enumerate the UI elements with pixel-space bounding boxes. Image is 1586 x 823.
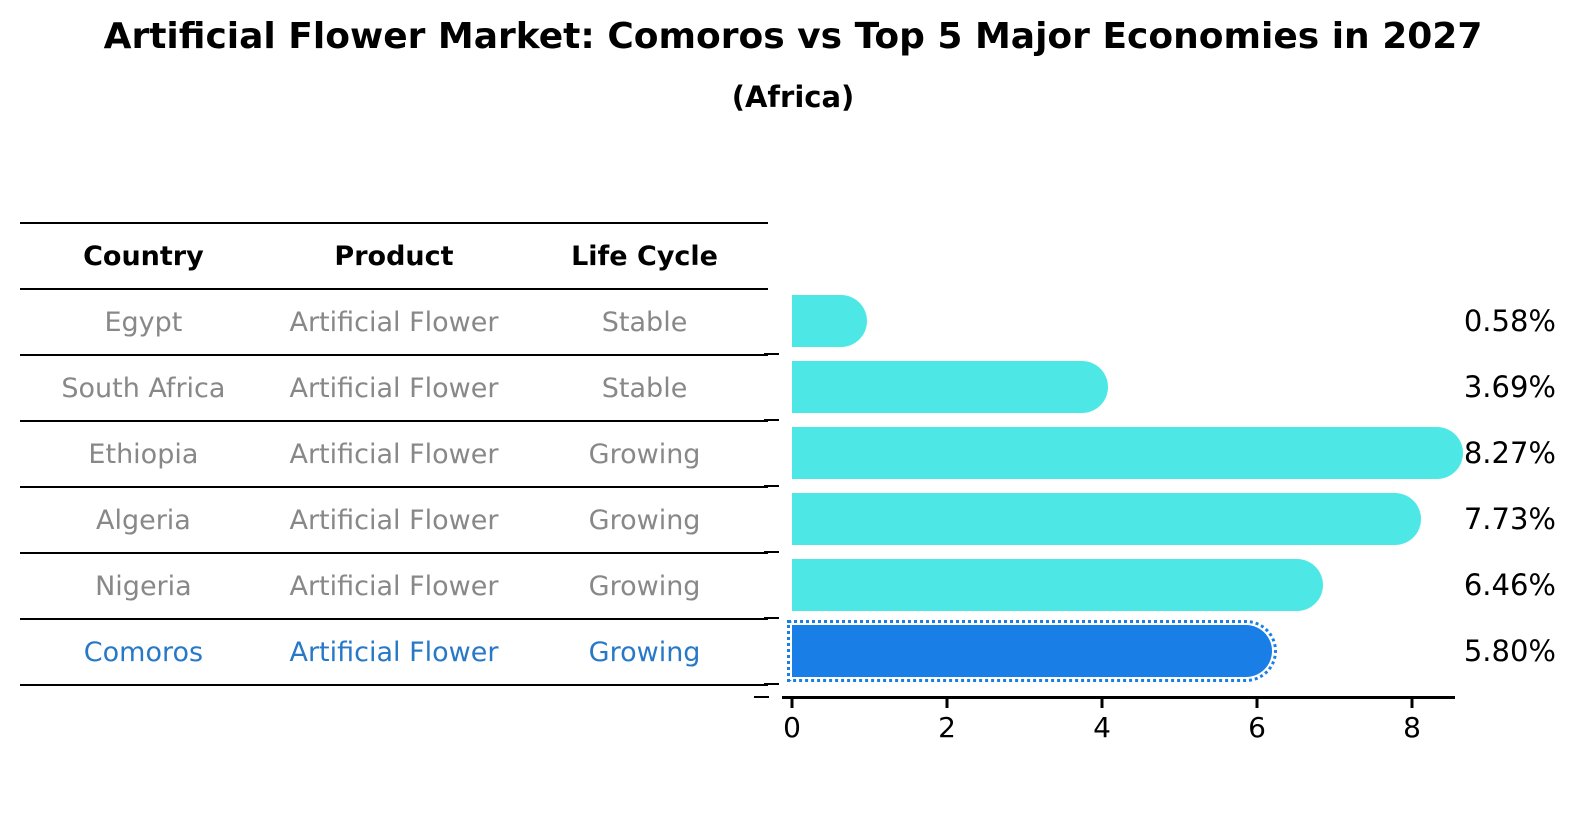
table-cell-life-cycle: Growing [588, 438, 701, 470]
table-cell-product: Artificial Flower [289, 570, 499, 602]
bar-value-label: 6.46% [1463, 568, 1556, 602]
bar-row: 8.27% [764, 420, 1586, 487]
table-row: Ethiopia Artificial Flower Growing [20, 422, 768, 488]
row-boundary-tick [764, 683, 779, 685]
table-body: Egypt Artificial Flower Stable South Afr… [20, 290, 768, 686]
x-tick-mark [790, 699, 794, 708]
bar [792, 493, 1422, 545]
row-boundary-tick [764, 617, 779, 619]
bar-row: 7.73% [764, 486, 1586, 553]
table-cell-country: Egypt [104, 306, 183, 338]
table-cell-product: Artificial Flower [289, 306, 499, 338]
bar-value-label: 8.27% [1463, 436, 1556, 470]
x-tick-label: 6 [1248, 711, 1266, 744]
x-tick-mark [1100, 699, 1104, 708]
chart-subtitle: (Africa) [731, 80, 855, 114]
x-tick-label: 0 [783, 711, 801, 744]
table-cell-product: Artificial Flower [289, 636, 499, 668]
bar-row: 0.58% [764, 288, 1586, 355]
x-tick-label: 8 [1403, 711, 1421, 744]
row-boundary-tick [764, 551, 779, 553]
bar-value-label: 0.58% [1463, 304, 1556, 338]
x-tick-mark [1255, 699, 1259, 708]
table-cell-country: Ethiopia [88, 438, 199, 470]
bar-row: 5.80% [764, 618, 1586, 685]
table-cell-country: South Africa [61, 372, 226, 404]
table-cell-country: Comoros [83, 636, 204, 668]
bar-row: 6.46% [764, 552, 1586, 619]
x-tick-mark [945, 699, 949, 708]
table-cell-product: Artificial Flower [289, 372, 499, 404]
bar [792, 295, 867, 347]
table-row: Algeria Artificial Flower Growing [20, 488, 768, 554]
chart-title: Artificial Flower Market: Comoros vs Top… [103, 16, 1483, 57]
table-header-life-cycle: Life Cycle [571, 240, 718, 272]
table-cell-life-cycle: Growing [588, 570, 701, 602]
table-cell-life-cycle: Growing [588, 504, 701, 536]
row-boundary-tick [764, 419, 779, 421]
table-cell-product: Artificial Flower [289, 438, 499, 470]
country-table: Country Product Life Cycle Egypt Artific… [20, 222, 768, 686]
x-axis: 0 2 4 6 8 [754, 696, 1455, 756]
bar-value-label: 3.69% [1463, 370, 1556, 404]
table-row: South Africa Artificial Flower Stable [20, 356, 768, 422]
table-cell-product: Artificial Flower [289, 504, 499, 536]
bar-row: 3.69% [764, 354, 1586, 421]
row-boundary-tick [764, 353, 779, 355]
y-axis-corner-tick [754, 696, 769, 698]
table-cell-life-cycle: Growing [588, 636, 701, 668]
x-axis-line [782, 696, 1455, 699]
table-header-country: Country [83, 240, 204, 272]
row-boundary-tick [764, 485, 779, 487]
bar [792, 427, 1463, 479]
table-cell-life-cycle: Stable [601, 372, 688, 404]
table-row: Comoros Artificial Flower Growing [20, 620, 768, 686]
table-row: Egypt Artificial Flower Stable [20, 290, 768, 356]
table-row: Nigeria Artificial Flower Growing [20, 554, 768, 620]
bar-value-label: 5.80% [1463, 634, 1556, 668]
table-header-product: Product [334, 240, 454, 272]
x-tick-label: 2 [938, 711, 956, 744]
table-header-row: Country Product Life Cycle [20, 222, 768, 290]
bar [792, 559, 1323, 611]
bar-plot-area: 0.58% 3.69% 8.27% 7.73% 6.46% 5.80% [764, 288, 1586, 685]
table-cell-life-cycle: Stable [601, 306, 688, 338]
bar-value-label: 7.73% [1463, 502, 1556, 536]
bar [787, 620, 1277, 682]
bar [792, 361, 1108, 413]
table-cell-country: Algeria [95, 504, 191, 536]
x-tick-label: 4 [1093, 711, 1111, 744]
x-tick-mark [1410, 699, 1414, 708]
table-cell-country: Nigeria [95, 570, 192, 602]
